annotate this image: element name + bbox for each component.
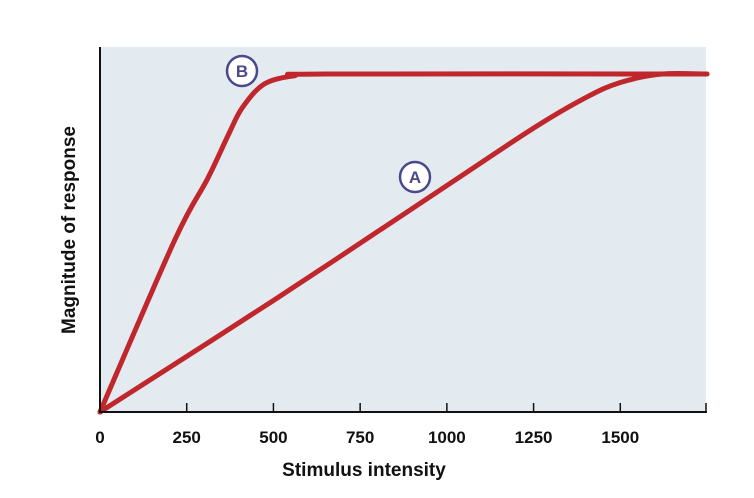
x-tick-label: 1000 [428, 428, 466, 447]
curve-label-a: A [409, 168, 421, 187]
label-circle-a [398, 160, 432, 194]
x-axis-label: Stimulus intensity [282, 460, 446, 481]
x-tick-label: 750 [346, 428, 374, 447]
curve-b [97, 71, 710, 415]
x-tick-label: 250 [173, 428, 201, 447]
plot-background [100, 47, 706, 412]
curve-a [97, 70, 710, 415]
label-circle-b [225, 54, 259, 88]
x-tick-label: 1250 [515, 428, 553, 447]
x-tick-label: 500 [259, 428, 287, 447]
x-tick-label: 0 [95, 428, 104, 447]
x-tick-label: 1500 [601, 428, 639, 447]
y-axis-label: Magnitude of response [59, 126, 80, 334]
curve-label-b: B [236, 62, 248, 81]
